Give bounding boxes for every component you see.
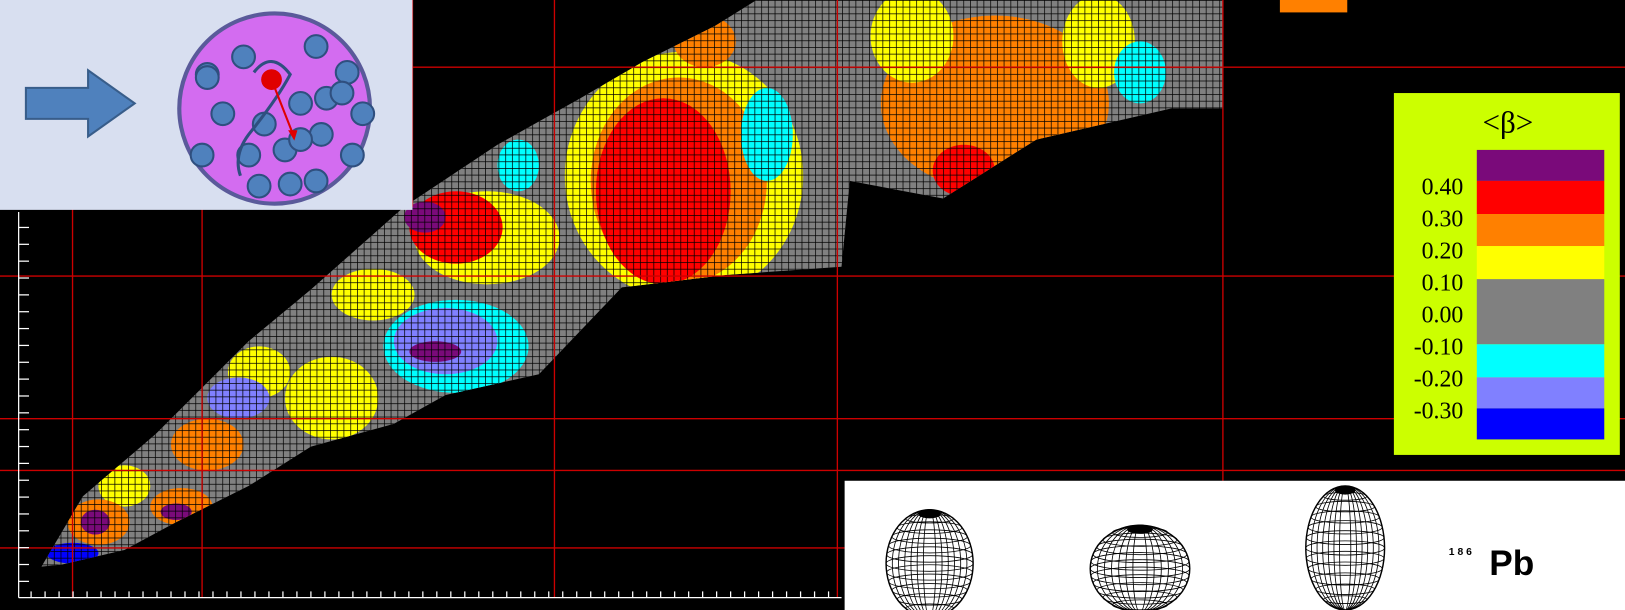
- particle: [350, 101, 376, 127]
- legend: <β> 0.40 0.30 0.20 0.10 0.00 -0.10 -0.20 -0.30: [1393, 93, 1620, 455]
- latitude: [1307, 520, 1383, 535]
- legend-label: -0.20: [1414, 367, 1464, 393]
- latitude: [1089, 559, 1191, 578]
- particle: [329, 80, 355, 106]
- particle: [303, 34, 329, 59]
- legend-swatch: [1476, 246, 1605, 280]
- legend-label: 0.20: [1422, 238, 1464, 264]
- legend-label: 0.30: [1422, 206, 1464, 232]
- latitude: [886, 546, 973, 563]
- inset-shapes: 1 8 6 Pb: [844, 480, 1625, 610]
- legend-swatch: [1476, 180, 1605, 215]
- legend-swatch: [1476, 344, 1605, 378]
- latitude: [1092, 545, 1188, 564]
- latitude: [1305, 550, 1385, 566]
- legend-label: 0.10: [1422, 271, 1464, 297]
- latitude: [1305, 530, 1385, 546]
- latitude: [1096, 582, 1184, 599]
- map-fragment: [1279, 0, 1348, 13]
- latitude: [1310, 572, 1380, 586]
- latitude: [1307, 561, 1383, 576]
- particle: [231, 44, 256, 70]
- legend-swatch: [1476, 279, 1605, 345]
- particle: [210, 101, 236, 127]
- latitude: [1090, 552, 1190, 571]
- particle: [334, 59, 360, 85]
- latitude: [888, 573, 972, 590]
- latitude: [896, 593, 963, 606]
- latitude: [1310, 510, 1380, 524]
- latitude: [1305, 540, 1385, 556]
- latitude: [1315, 500, 1375, 513]
- particle: [194, 65, 220, 90]
- legend-label: 0.00: [1422, 303, 1464, 329]
- latitude: [891, 583, 968, 598]
- mass-number: 1 8 6: [1449, 547, 1472, 558]
- legend-swatch: [1476, 408, 1605, 440]
- legend-label: -0.30: [1414, 399, 1464, 425]
- pole: [918, 509, 941, 519]
- latitude: [1092, 574, 1188, 592]
- latitude: [1096, 538, 1184, 556]
- particle: [339, 142, 365, 168]
- inset-diagram: [0, 0, 413, 210]
- element-symbol: Pb: [1489, 544, 1534, 583]
- axes: [18, 211, 842, 599]
- particle: [303, 168, 329, 194]
- particle: [288, 90, 313, 116]
- latitude: [1323, 595, 1368, 604]
- particle: [308, 122, 334, 147]
- latitude: [1315, 583, 1375, 596]
- particle: [277, 171, 303, 197]
- pole: [1334, 485, 1356, 495]
- legend-label: -0.10: [1414, 335, 1464, 361]
- pole: [1127, 524, 1153, 534]
- latitude: [891, 529, 968, 544]
- latitude: [905, 603, 955, 610]
- legend-swatch: [1476, 377, 1605, 409]
- legend-swatch: [1476, 149, 1605, 181]
- latitude: [1102, 590, 1178, 605]
- legend-label: 0.40: [1422, 174, 1464, 200]
- latitude: [1090, 566, 1190, 586]
- latitude: [888, 537, 972, 554]
- legend-swatch: [1476, 214, 1605, 247]
- latitude: [896, 521, 963, 534]
- legend-title: <β>: [1482, 104, 1533, 139]
- latitude: [886, 564, 973, 581]
- particle: [246, 173, 272, 199]
- particle: [189, 142, 215, 168]
- latitude: [885, 555, 974, 572]
